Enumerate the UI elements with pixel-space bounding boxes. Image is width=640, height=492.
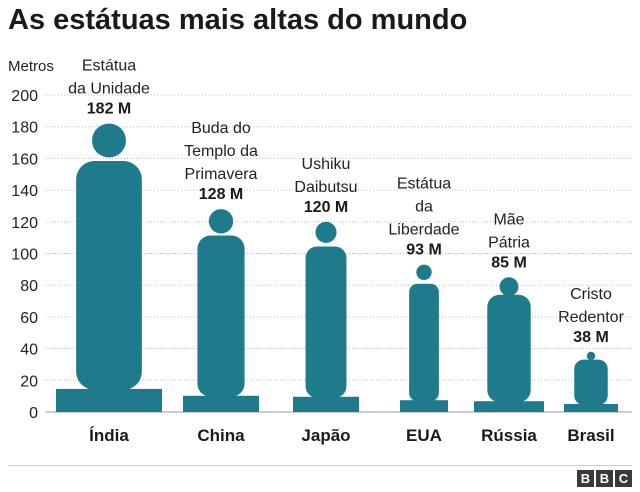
- statue-head: [586, 351, 596, 361]
- statue-name-line: Estátua: [82, 58, 136, 75]
- statue-base: [293, 396, 359, 412]
- bbc-logo-letter-3: C: [615, 470, 632, 487]
- y-tick-label: 80: [20, 278, 38, 295]
- statue-name-line: Pátria: [488, 234, 530, 251]
- y-tick-label: 40: [20, 342, 38, 359]
- statue-body: [487, 294, 531, 403]
- statue-name-line: Templo da: [184, 143, 258, 160]
- y-tick-label: 140: [11, 183, 38, 200]
- data-label: 93 M: [406, 242, 442, 259]
- category-label: Brasil: [567, 426, 614, 445]
- statue-head: [92, 123, 126, 158]
- statue-base: [183, 395, 259, 412]
- footer-divider: [8, 465, 632, 466]
- statue-5: [564, 351, 618, 412]
- statue-name-line: da Unidade: [68, 81, 150, 98]
- statue-body: [409, 283, 439, 402]
- statue-head: [416, 264, 432, 280]
- data-label: 128 M: [199, 186, 243, 203]
- y-tick-label: 100: [11, 247, 38, 264]
- bbc-logo-letter-1: B: [577, 470, 594, 487]
- chart-title: As estátuas mais altas do mundo: [8, 4, 468, 36]
- statue-3: [400, 264, 448, 412]
- y-tick-label: 0: [29, 405, 38, 422]
- statue-name-line: Redentor: [558, 309, 624, 326]
- statue-name-line: Ushiku: [302, 156, 351, 173]
- statue-0: [56, 123, 162, 412]
- category-label: Japão: [301, 426, 350, 445]
- category-label: China: [197, 426, 245, 445]
- data-label: 38 M: [573, 329, 609, 346]
- category-label: Rússia: [481, 426, 537, 445]
- statue-base: [56, 388, 162, 412]
- bbc-logo: B B C: [577, 470, 632, 487]
- statue-base: [474, 401, 544, 412]
- statue-base: [400, 400, 448, 412]
- data-label: 85 M: [491, 254, 527, 271]
- statue-name-line: Liberdade: [388, 222, 459, 239]
- statue-head: [499, 277, 519, 297]
- statue-name-line: Estátua: [397, 176, 451, 193]
- y-tick-label: 180: [11, 120, 38, 137]
- statue-head: [208, 209, 234, 234]
- statue-name-line: Mãe: [493, 211, 524, 228]
- data-label: 182 M: [87, 101, 131, 118]
- category-label: Índia: [89, 426, 129, 445]
- statue-body: [305, 246, 347, 398]
- statue-head: [315, 221, 337, 243]
- statue-name-line: Buda do: [191, 120, 251, 137]
- statue-body: [197, 235, 245, 397]
- statue-name-line: Primavera: [185, 166, 258, 183]
- y-tick-label: 60: [20, 310, 38, 327]
- y-tick-label: 120: [11, 215, 38, 232]
- statue-body: [76, 161, 142, 390]
- y-tick-label: 200: [11, 88, 38, 105]
- statue-body: [574, 359, 608, 405]
- category-label: EUA: [406, 426, 442, 445]
- y-tick-label: 160: [11, 151, 38, 168]
- bbc-logo-letter-2: B: [596, 470, 613, 487]
- y-tick-label: 20: [20, 373, 38, 390]
- statue-name-line: da: [415, 199, 433, 216]
- statue-1: [183, 209, 259, 412]
- statue-name-line: Cristo: [570, 286, 612, 303]
- statue-name-line: Daibutsu: [294, 179, 357, 196]
- y-axis-label: Metros: [8, 58, 54, 75]
- data-label: 120 M: [304, 199, 348, 216]
- statue-4: [474, 277, 544, 412]
- statue-2: [293, 221, 359, 412]
- statue-base: [564, 404, 618, 412]
